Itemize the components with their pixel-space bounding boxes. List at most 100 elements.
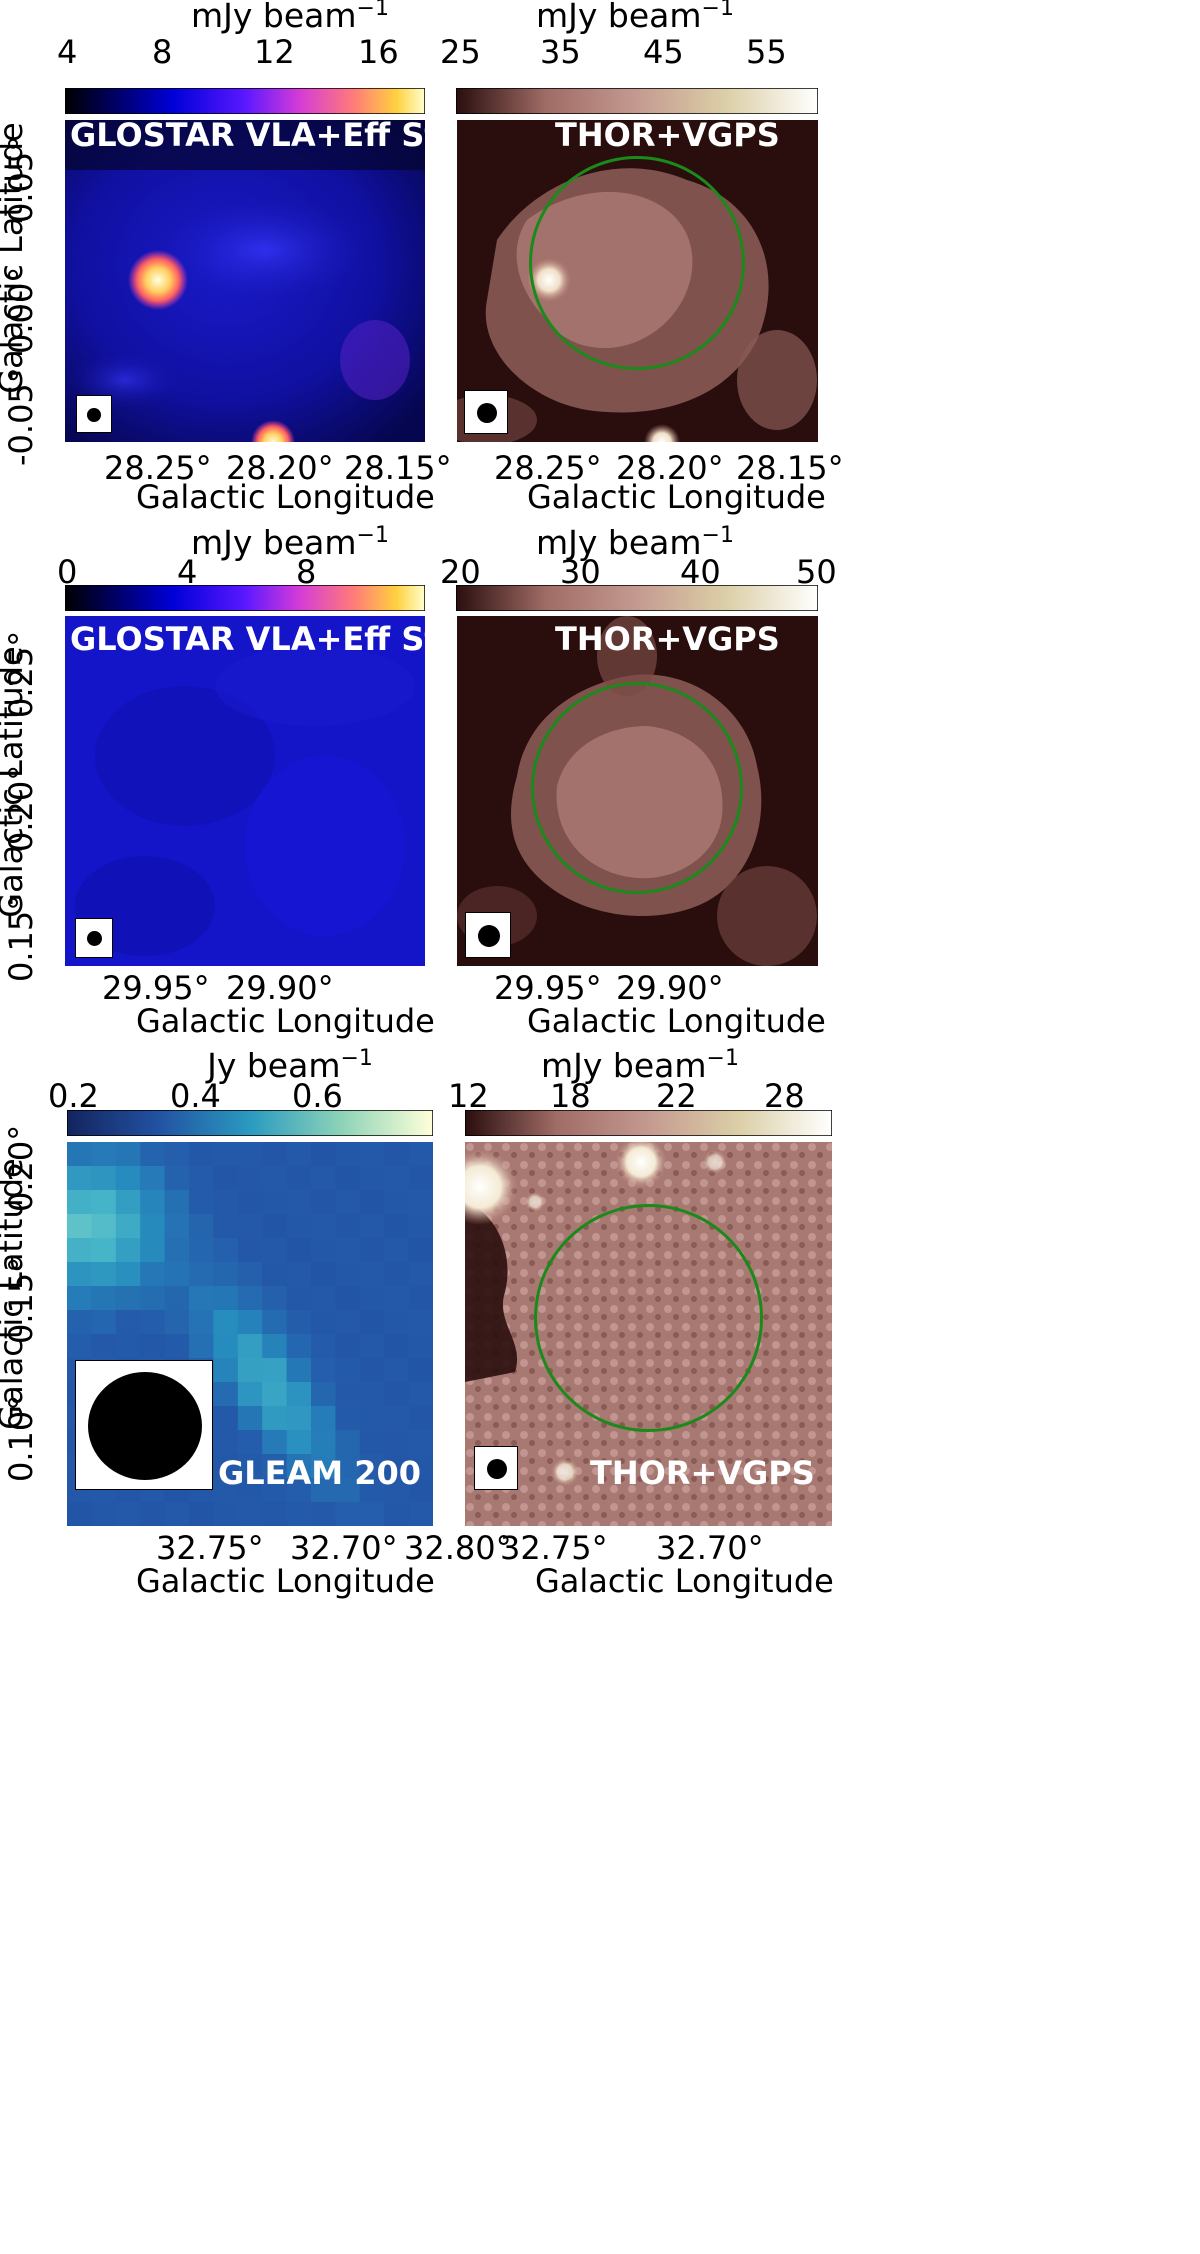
gleam-pixel — [384, 1238, 410, 1263]
gleam-pixel — [335, 1334, 361, 1359]
colorbar-exponent: −1 — [706, 1046, 739, 1071]
gleam-pixel — [311, 1166, 336, 1191]
gleam-pixel — [189, 1214, 214, 1239]
gleam-pixel — [213, 1262, 239, 1287]
gleam-pixel — [115, 1166, 141, 1191]
colorbar-title: mJy beam−1 — [150, 0, 430, 35]
gleam-pixel — [359, 1142, 385, 1167]
gleam-pixel — [408, 1214, 433, 1239]
x-tick-label: 32.70° — [656, 1529, 764, 1567]
x-tick-label: 28.20° — [616, 449, 724, 487]
gleam-pixel — [262, 1406, 288, 1431]
gleam-pixel — [359, 1502, 385, 1526]
gleam-pixel — [237, 1142, 263, 1167]
gleam-pixel — [359, 1190, 385, 1215]
gleam-pixel — [384, 1454, 410, 1479]
gleam-pixel — [91, 1166, 117, 1191]
gleam-pixel — [262, 1142, 288, 1167]
gleam-pixel — [213, 1454, 239, 1479]
colorbar-tick: 12 — [448, 1077, 489, 1115]
gleam-pixel — [359, 1454, 385, 1479]
gleam-pixel — [359, 1310, 385, 1335]
gleam-pixel — [335, 1214, 361, 1239]
beam-ellipse — [478, 925, 500, 947]
gleam-pixel — [384, 1502, 410, 1526]
gleam-pixel — [164, 1142, 190, 1167]
colorbar-exponent: −1 — [340, 1046, 373, 1071]
gleam-pixel — [91, 1238, 117, 1263]
gleam-pixel — [262, 1262, 288, 1287]
gleam-pixel — [262, 1502, 288, 1526]
gleam-pixel — [115, 1262, 141, 1287]
gleam-pixel — [262, 1310, 288, 1335]
gleam-pixel — [67, 1238, 92, 1263]
colorbar-title: Jy beam−1 — [150, 1046, 430, 1085]
beam-box — [474, 1446, 518, 1490]
colorbar — [65, 88, 425, 114]
gleam-pixel — [408, 1262, 433, 1287]
colorbar-tick: 4 — [177, 553, 198, 591]
gleam-pixel — [384, 1478, 410, 1503]
colorbar — [465, 1110, 832, 1136]
colorbar-tick: 16 — [358, 33, 399, 71]
gleam-pixel — [67, 1310, 92, 1335]
sky-image — [65, 120, 425, 442]
gleam-pixel — [335, 1478, 361, 1503]
gleam-pixel — [384, 1430, 410, 1455]
y-axis-label: Galactic Latitude — [0, 1158, 30, 1430]
colorbar-title: mJy beam−1 — [495, 0, 775, 35]
gleam-pixel — [262, 1430, 288, 1455]
gleam-pixel — [408, 1382, 433, 1407]
gleam-pixel — [359, 1478, 385, 1503]
colorbar — [456, 88, 818, 114]
gleam-pixel — [384, 1190, 410, 1215]
gleam-pixel — [189, 1262, 214, 1287]
gleam-pixel — [311, 1430, 336, 1455]
gleam-pixel — [164, 1286, 190, 1311]
gleam-pixel — [115, 1286, 141, 1311]
gleam-pixel — [164, 1262, 190, 1287]
gleam-pixel — [213, 1406, 239, 1431]
gleam-pixel — [67, 1334, 92, 1359]
gleam-pixel — [189, 1502, 214, 1526]
beam-box — [75, 1360, 213, 1490]
gleam-pixel — [213, 1286, 239, 1311]
gleam-pixel — [189, 1238, 214, 1263]
gleam-pixel — [286, 1286, 312, 1311]
gleam-pixel — [384, 1334, 410, 1359]
colorbar-tick: 50 — [796, 553, 837, 591]
beam-box — [76, 395, 112, 433]
gleam-pixel — [213, 1502, 239, 1526]
colorbar-title: mJy beam−1 — [150, 523, 430, 562]
colorbar-exponent: −1 — [701, 523, 734, 548]
gleam-pixel — [408, 1190, 433, 1215]
beam-ellipse — [487, 1459, 507, 1479]
gleam-pixel — [408, 1166, 433, 1191]
colorbar-tick: 0.4 — [170, 1077, 221, 1115]
gleam-pixel — [311, 1262, 336, 1287]
colorbar-unit: mJy beam — [536, 523, 702, 562]
gleam-pixel — [237, 1310, 263, 1335]
region-circle — [531, 682, 743, 894]
gleam-pixel — [140, 1166, 166, 1191]
gleam-pixel — [115, 1238, 141, 1263]
gleam-pixel — [359, 1430, 385, 1455]
gleam-pixel — [189, 1310, 214, 1335]
colorbar-tick: 0.6 — [292, 1077, 343, 1115]
gleam-pixel — [311, 1478, 336, 1503]
gleam-pixel — [213, 1358, 239, 1383]
gleam-pixel — [408, 1286, 433, 1311]
gleam-pixel — [140, 1142, 166, 1167]
gleam-pixel — [140, 1262, 166, 1287]
gleam-pixel — [262, 1238, 288, 1263]
colorbar-tick: 55 — [746, 33, 787, 71]
gleam-pixel — [67, 1190, 92, 1215]
x-tick-label: 28.15° — [736, 449, 844, 487]
survey-label: THOR+VGPS — [555, 116, 780, 154]
colorbar-tick: 8 — [296, 553, 317, 591]
beam-ellipse — [87, 408, 101, 422]
gleam-pixel — [164, 1310, 190, 1335]
gleam-pixel — [189, 1286, 214, 1311]
gleam-pixel — [164, 1334, 190, 1359]
gleam-pixel — [335, 1430, 361, 1455]
